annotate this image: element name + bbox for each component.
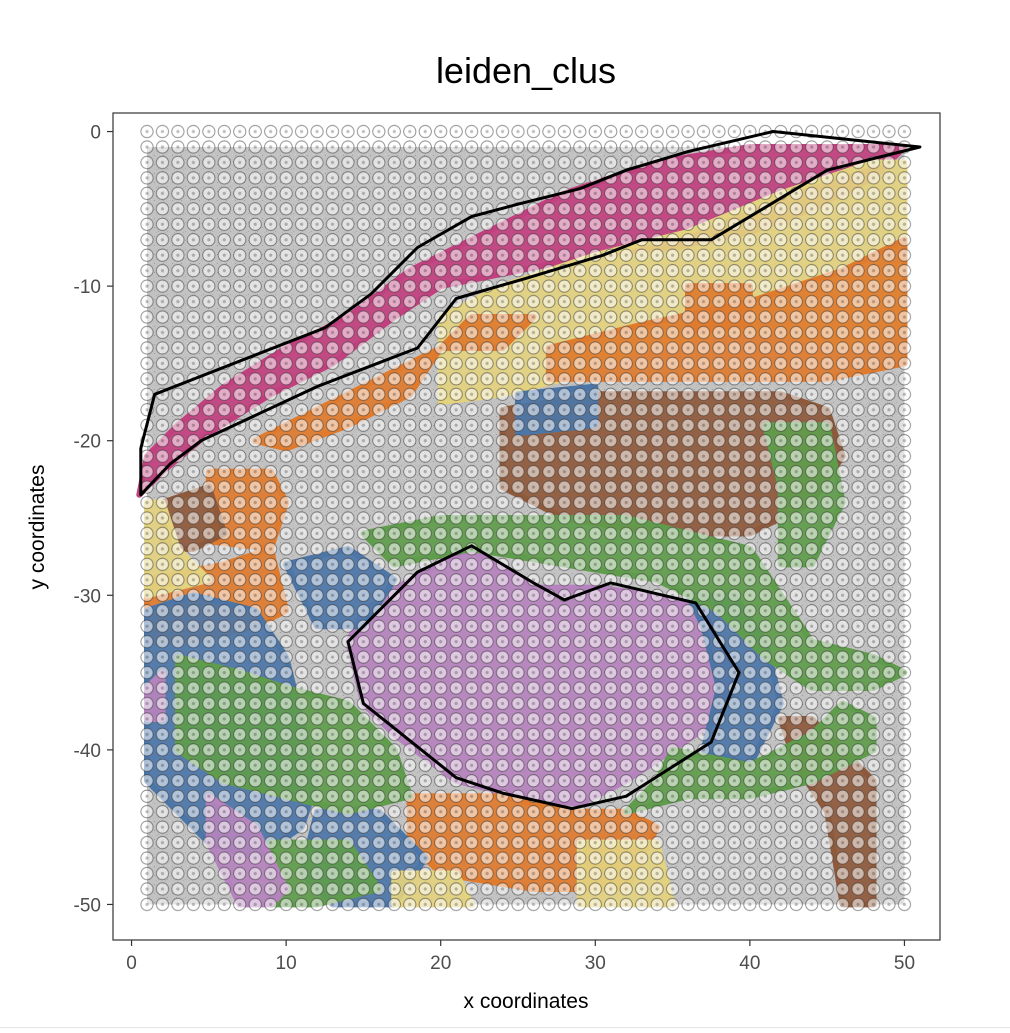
y-tick-label: -40 [74, 741, 101, 762]
region-outlines [139, 130, 922, 811]
chart-title: leiden_clus [436, 50, 616, 91]
x-axis: 0 10 20 30 40 50 [126, 940, 915, 974]
x-tick-label: 10 [276, 953, 297, 974]
y-tick-label: -20 [74, 432, 101, 453]
y-axis: 0 -10 -20 -30 -40 -50 [74, 123, 113, 916]
plot-area [136, 123, 922, 913]
center-region-outline [346, 544, 741, 811]
y-tick-label: -50 [74, 895, 101, 916]
x-tick-label: 20 [430, 953, 451, 974]
x-axis-title: x coordinates [464, 990, 589, 1013]
x-tick-label: 30 [585, 953, 606, 974]
y-tick-label: -10 [74, 277, 101, 298]
x-tick-label: 40 [739, 953, 760, 974]
x-tick-label: 50 [894, 953, 915, 974]
y-tick-label: 0 [90, 123, 101, 144]
y-tick-label: -30 [74, 586, 101, 607]
x-tick-label: 0 [126, 953, 137, 974]
upper-region-outline [139, 130, 922, 497]
spot-grid-overlay [139, 123, 913, 913]
y-axis-title: y coordinates [26, 465, 49, 590]
